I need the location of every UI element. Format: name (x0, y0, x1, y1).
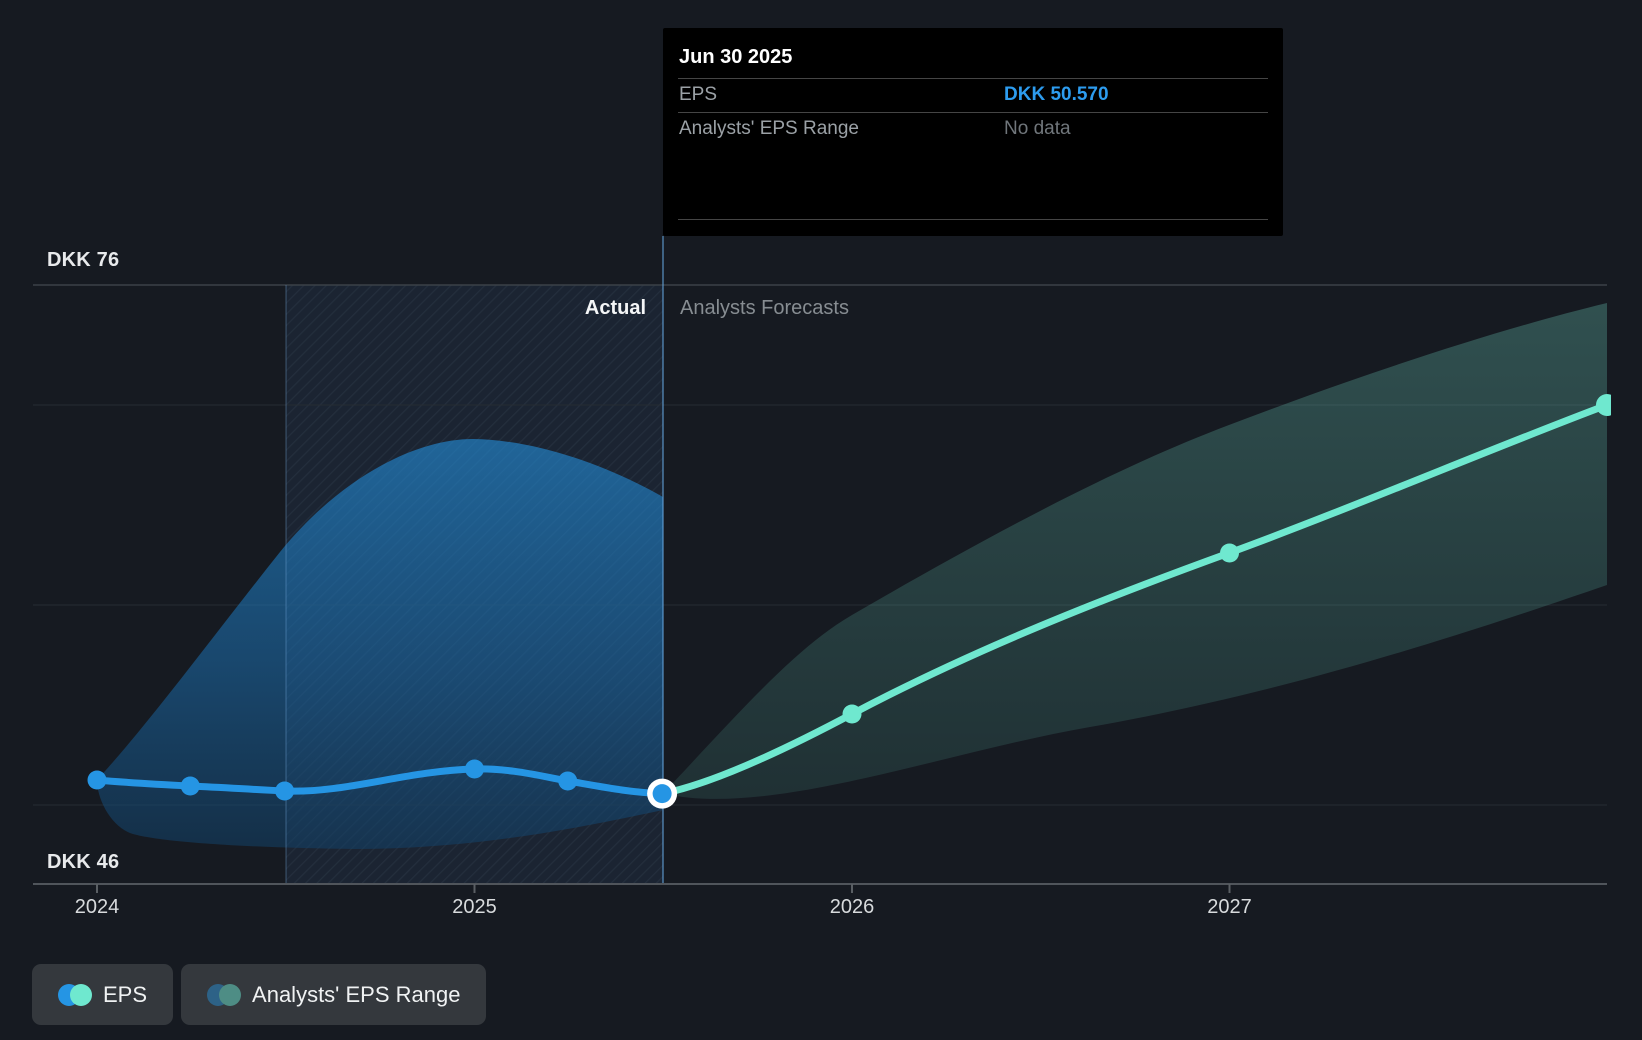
forecast-data-point[interactable] (1596, 394, 1618, 416)
actual-eps-area (97, 439, 663, 849)
legend-range-label: Analysts' EPS Range (252, 981, 461, 1007)
chart-tooltip: Jun 30 2025 EPS DKK 50.570 Analysts' EPS… (663, 28, 1283, 236)
eps-data-point[interactable] (558, 771, 578, 791)
chart-legend: EPS Analysts' EPS Range (32, 964, 487, 1025)
forecast-range-band (663, 303, 1607, 799)
eps-data-point[interactable] (465, 759, 484, 779)
tooltip-separator (678, 78, 1268, 79)
tooltip-date-title: Jun 30 2025 (679, 46, 793, 68)
eps-data-point[interactable] (87, 770, 107, 790)
y-axis-max-label: DKK 76 (47, 249, 120, 271)
eps-series-icon (58, 983, 92, 1006)
tooltip-eps-value: DKK 50.570 (1004, 84, 1109, 105)
tooltip-separator (678, 219, 1268, 220)
tooltip-eps-label: EPS (679, 84, 718, 105)
y-axis-min-label: DKK 46 (47, 851, 120, 873)
x-axis (33, 883, 1607, 893)
legend-eps-label: EPS (103, 981, 148, 1007)
legend-pill-eps[interactable]: EPS (32, 964, 174, 1025)
actual-phase-label: Actual (584, 297, 646, 319)
year-label-2026: 2026 (829, 896, 875, 918)
forecast-data-point[interactable] (842, 704, 862, 724)
forecast-eps-line (659, 401, 1611, 797)
year-label-2025: 2025 (452, 896, 497, 918)
eps-data-point-selected[interactable] (652, 784, 672, 804)
forecast-phase-label: Analysts Forecasts (680, 297, 849, 319)
analysts-range-series-icon (207, 983, 242, 1006)
year-label-2024: 2024 (74, 896, 120, 918)
tooltip-range-label: Analysts' EPS Range (679, 118, 859, 139)
forecast-data-point[interactable] (1220, 543, 1239, 563)
tooltip-separator (678, 112, 1268, 113)
legend-pill-analysts-eps-range[interactable]: Analysts' EPS Range (181, 964, 487, 1025)
tooltip-range-value: No data (1004, 118, 1071, 139)
year-label-2027: 2027 (1207, 896, 1252, 918)
eps-data-point[interactable] (275, 781, 295, 801)
eps-data-point[interactable] (180, 776, 200, 796)
